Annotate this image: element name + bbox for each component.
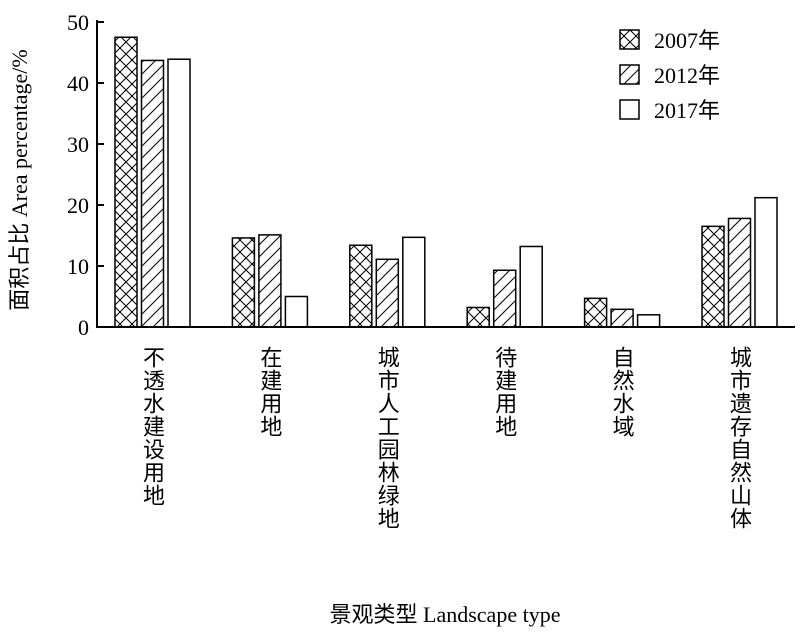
bar-1-5	[583, 297, 608, 328]
y-tick-label: 10	[67, 254, 89, 279]
bar-2-5	[610, 308, 634, 328]
bar-2-4	[492, 269, 517, 328]
legend-label: 2012年	[654, 63, 720, 88]
category-label: 待建用地	[492, 346, 517, 438]
bar-2-3	[375, 258, 400, 328]
bar-3-2	[284, 295, 309, 328]
legend: 2007年 2012年 2017年	[619, 28, 720, 123]
y-tick-label: 20	[67, 193, 89, 218]
y-tick-label: 0	[78, 315, 89, 340]
category-label: 城市遗存自然山体	[727, 346, 752, 530]
axes	[96, 20, 795, 328]
category-labels: 不透水建设用地 在建用地 城市人工园林绿地 待建用地 自然水域 城市遗存自然山体	[140, 346, 752, 530]
bar-1-4	[466, 306, 490, 328]
category-label: 不透水建设用地	[140, 346, 165, 507]
y-axis-title: 面积占比 Area percentage/%	[7, 49, 32, 310]
bar-1-6	[701, 225, 725, 328]
bar-3-3	[402, 236, 426, 328]
y-tick-label: 50	[67, 10, 89, 35]
category-label: 在建用地	[257, 346, 282, 438]
bar-3-5	[636, 314, 661, 328]
category-label: 城市人工园林绿地	[375, 346, 400, 530]
legend-swatch	[619, 29, 640, 50]
y-ticks: 0 10 20 30 40 50	[67, 10, 104, 340]
plot-area	[114, 36, 778, 328]
bar-1-1	[114, 36, 138, 328]
bar-1-2	[231, 237, 256, 328]
x-axis-title: 景观类型 Landscape type	[330, 602, 561, 627]
bar-3-1	[167, 58, 191, 328]
y-tick-label: 40	[67, 71, 89, 96]
bar-2-6	[727, 217, 752, 328]
legend-swatch	[619, 99, 640, 120]
category-label: 自然水域	[610, 346, 635, 438]
bar-2-2	[258, 234, 282, 328]
legend-swatch	[619, 64, 640, 85]
legend-label: 2007年	[654, 28, 720, 53]
bar-3-6	[754, 196, 778, 328]
bar-1-3	[349, 244, 373, 328]
y-tick-label: 30	[67, 132, 89, 157]
bar-3-4	[519, 245, 543, 328]
bar-2-1	[140, 59, 165, 328]
legend-label: 2017年	[654, 98, 720, 123]
